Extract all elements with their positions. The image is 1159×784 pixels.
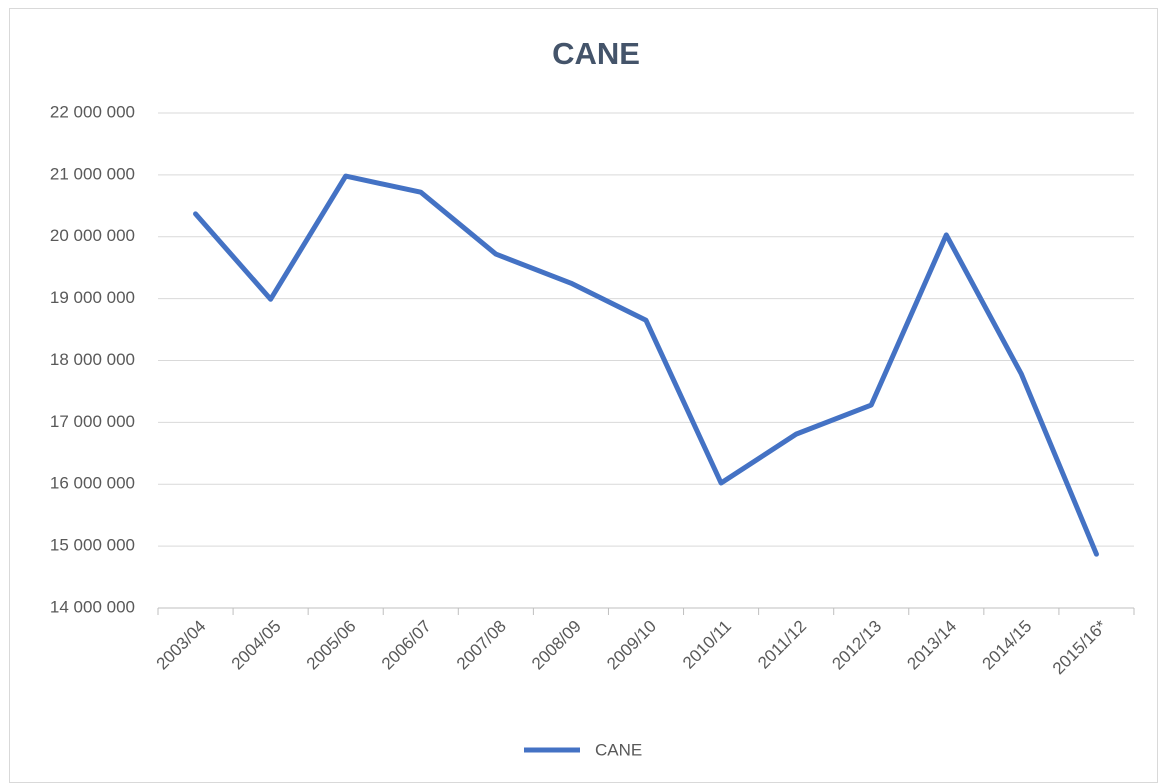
y-tick-label: 18 000 000 (50, 350, 135, 369)
y-tick-label: 20 000 000 (50, 226, 135, 245)
y-tick-label: 15 000 000 (50, 536, 135, 555)
legend-label: CANE (595, 740, 642, 759)
chart-title: CANE (552, 36, 640, 71)
y-tick-label: 22 000 000 (50, 102, 135, 121)
y-tick-label: 21 000 000 (50, 164, 135, 183)
chart-border (9, 8, 1158, 783)
y-tick-label: 19 000 000 (50, 288, 135, 307)
data-line (193, 173, 1099, 557)
y-tick-label: 17 000 000 (50, 412, 135, 431)
y-tick-label: 16 000 000 (50, 474, 135, 493)
y-tick-label: 14 000 000 (50, 597, 135, 616)
